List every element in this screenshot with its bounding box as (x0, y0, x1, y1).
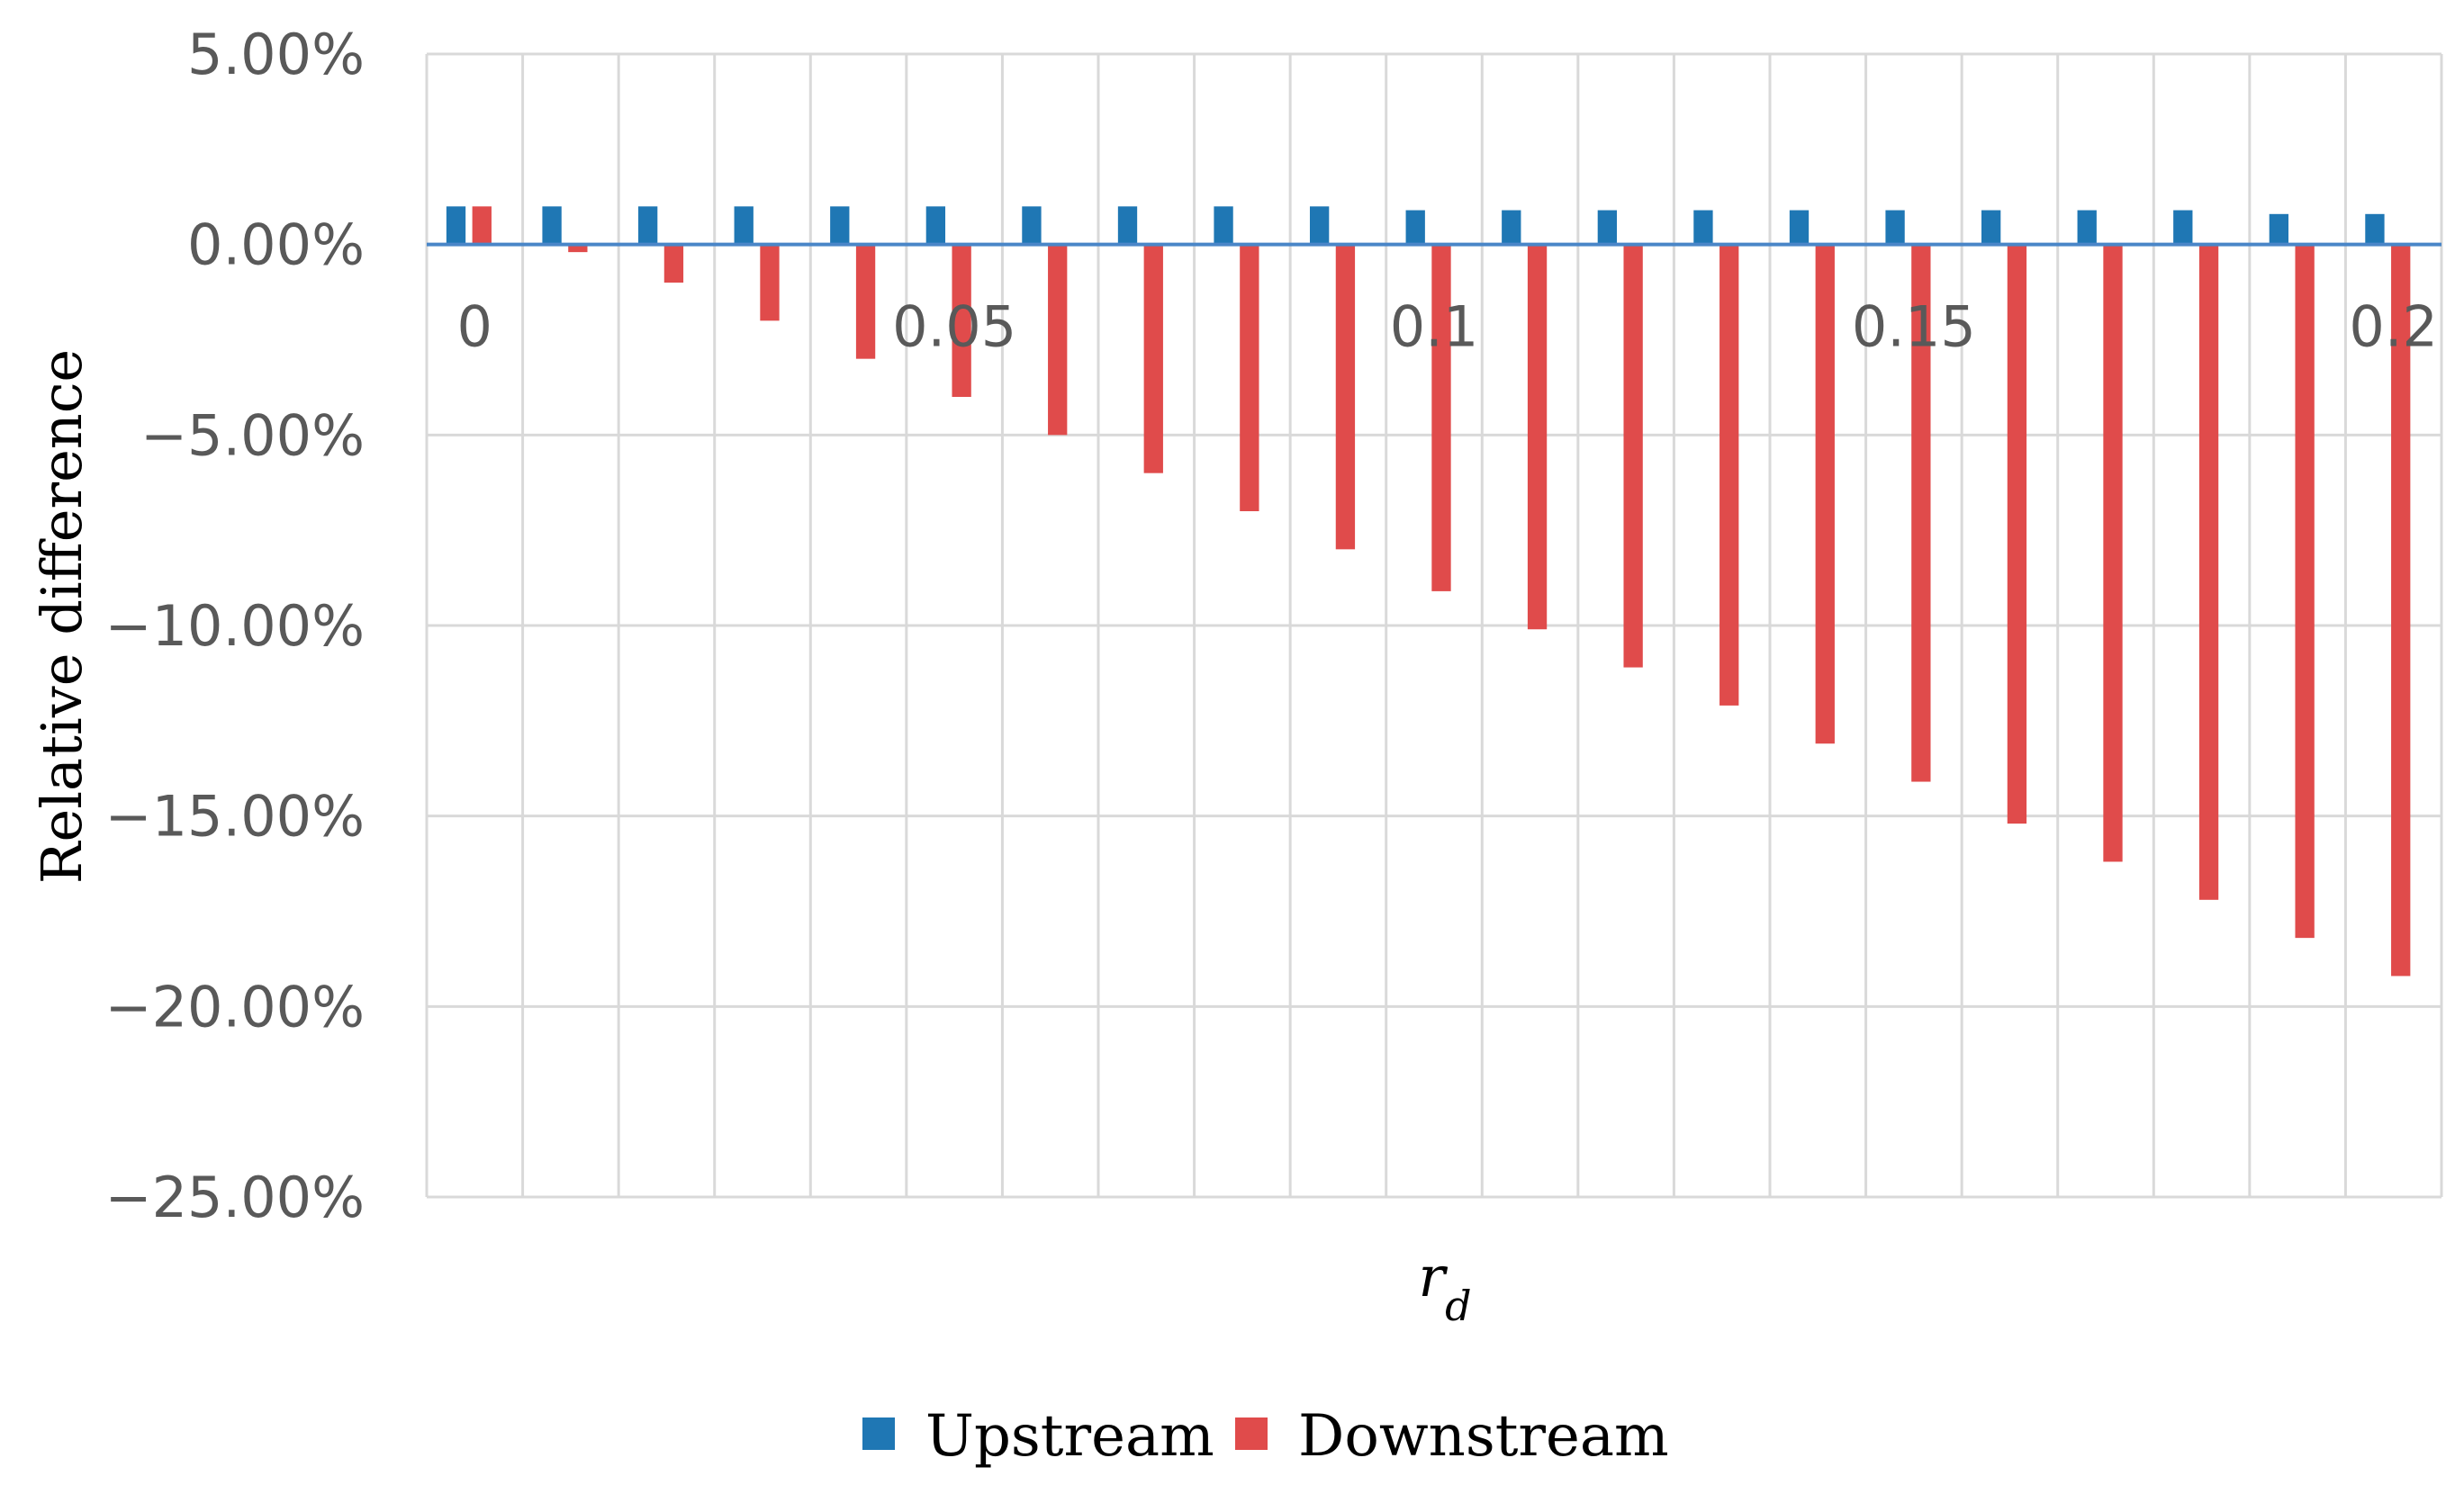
downstream-bar (1623, 244, 1643, 668)
upstream-bar (2365, 213, 2385, 245)
downstream-bar (568, 244, 588, 253)
downstream-bar (2391, 244, 2411, 976)
upstream-bar (2269, 213, 2289, 245)
y-axis-title: Relative difference (29, 349, 95, 884)
downstream-bar (2295, 244, 2315, 939)
x-tick-label: 0.15 (1852, 294, 1976, 360)
upstream-bar (830, 206, 850, 245)
upstream-bar (1117, 206, 1138, 245)
upstream-bar (446, 206, 466, 245)
x-tick-label: 0.05 (892, 294, 1016, 360)
upstream-bar (1981, 210, 2001, 245)
upstream-bar (1309, 206, 1330, 245)
y-tick-label: −5.00% (140, 402, 365, 468)
downstream-bar (472, 206, 492, 245)
upstream-bar (1502, 210, 1521, 245)
downstream-bar (1143, 244, 1163, 473)
downstream-bar (663, 244, 684, 283)
downstream-bar (1431, 244, 1451, 591)
downstream-bar (1815, 244, 1835, 744)
downstream-bar (1719, 244, 1739, 706)
downstream-bar (1048, 244, 1068, 436)
legend-swatch-downstream (1235, 1418, 1268, 1450)
legend: Upstream Downstream (862, 1403, 1669, 1470)
grid (425, 52, 2443, 1199)
downstream-bar (2198, 244, 2219, 900)
downstream-bar (1911, 244, 1931, 782)
upstream-bar (542, 206, 562, 245)
upstream-bar (1789, 210, 1810, 245)
downstream-bar (1527, 244, 1548, 630)
y-tick-label: 5.00% (187, 22, 365, 87)
x-axis-ticks: 0 0.05 0.1 0.15 0.2 (457, 294, 2438, 360)
y-tick-label: −10.00% (105, 593, 365, 659)
upstream-bar (1022, 206, 1042, 245)
upstream-bar (734, 206, 754, 245)
x-axis-title-main: r (1418, 1244, 1448, 1310)
legend-label-downstream: Downstream (1298, 1403, 1669, 1470)
downstream-bar (1240, 244, 1259, 511)
y-tick-label: −15.00% (105, 784, 365, 850)
downstream-bar (2103, 244, 2123, 862)
x-tick-label: 0.2 (2349, 294, 2438, 360)
downstream-bar (2007, 244, 2027, 824)
downstream-bar (1335, 244, 1356, 550)
upstream-bar (1693, 210, 1713, 245)
legend-label-upstream: Upstream (925, 1403, 1214, 1470)
legend-swatch-upstream (862, 1418, 895, 1450)
x-axis-title: rd (1418, 1244, 1471, 1330)
upstream-bar (1597, 210, 1618, 245)
downstream-bar (760, 244, 780, 321)
x-tick-label: 0 (457, 294, 492, 360)
y-axis-ticks: 5.00% 0.00% −5.00% −10.00% −15.00% −20.00% −25… (105, 22, 365, 1230)
upstream-bar (2173, 210, 2193, 245)
upstream-bar (2077, 210, 2097, 245)
y-tick-label: −25.00% (105, 1165, 365, 1230)
y-tick-label: 0.00% (187, 212, 365, 278)
x-tick-label: 0.1 (1390, 294, 1479, 360)
upstream-bar (925, 206, 946, 245)
downstream-bar (855, 244, 876, 359)
x-axis-title-subscript: d (1445, 1282, 1471, 1330)
bars (446, 206, 2411, 976)
downstream-bar (952, 244, 971, 397)
upstream-bar (1885, 210, 1905, 245)
upstream-bar (1214, 206, 1233, 245)
upstream-bar (637, 206, 658, 245)
y-tick-label: −20.00% (105, 974, 365, 1040)
upstream-bar (1405, 210, 1425, 245)
